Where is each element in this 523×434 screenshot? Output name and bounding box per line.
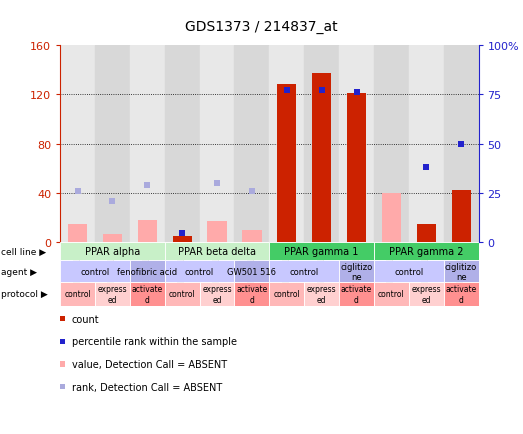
Bar [173,237,192,243]
Bar [269,282,304,306]
Text: activate
d: activate d [446,284,477,304]
Text: PPAR gamma 2: PPAR gamma 2 [389,247,463,257]
Bar [374,46,409,243]
Bar [304,46,339,243]
Bar [269,261,339,282]
Bar [242,230,262,243]
Bar [382,194,401,243]
Bar [234,282,269,306]
Bar [208,222,226,243]
Text: PPAR alpha: PPAR alpha [85,247,140,257]
Text: express
ed: express ed [307,284,336,304]
Bar [95,282,130,306]
Bar [130,46,165,243]
Bar [444,46,479,243]
Bar [234,261,269,282]
Text: activate
d: activate d [341,284,372,304]
Bar [165,261,234,282]
Bar [451,191,471,243]
Bar [234,46,269,243]
Bar [339,282,374,306]
Text: control: control [394,267,424,276]
Bar [312,74,331,243]
Text: express
ed: express ed [202,284,232,304]
Text: cell line ▶: cell line ▶ [1,247,46,256]
Text: control: control [185,267,214,276]
Bar [165,243,269,261]
Bar [95,46,130,243]
Text: agent ▶: agent ▶ [1,267,37,276]
Text: activate
d: activate d [236,284,268,304]
Bar [347,94,366,243]
Text: ciglitizo
ne: ciglitizo ne [445,262,477,281]
Bar [409,282,444,306]
Bar [269,243,374,261]
Bar [103,234,122,243]
Bar [60,46,95,243]
Bar [165,282,200,306]
Bar [60,282,95,306]
Bar [374,261,444,282]
Bar [444,261,479,282]
Bar [165,46,200,243]
Text: activate
d: activate d [132,284,163,304]
Text: fenofibric acid: fenofibric acid [117,267,177,276]
Bar [60,243,165,261]
Text: GW501 516: GW501 516 [228,267,277,276]
Bar [339,261,374,282]
Text: GDS1373 / 214837_at: GDS1373 / 214837_at [185,20,338,33]
Bar [200,282,234,306]
Text: control: control [378,289,405,299]
Bar [130,261,165,282]
Text: rank, Detection Call = ABSENT: rank, Detection Call = ABSENT [72,382,222,391]
Bar [277,85,297,243]
Text: control: control [64,289,91,299]
Bar [409,46,444,243]
Bar [138,220,157,243]
Text: protocol ▶: protocol ▶ [1,289,48,299]
Text: PPAR beta delta: PPAR beta delta [178,247,256,257]
Bar [339,46,374,243]
Bar [304,282,339,306]
Bar [269,46,304,243]
Bar [60,261,130,282]
Bar [68,224,87,243]
Bar [444,282,479,306]
Text: ciglitizo
ne: ciglitizo ne [340,262,372,281]
Bar [374,282,409,306]
Text: control: control [169,289,196,299]
Text: PPAR gamma 1: PPAR gamma 1 [285,247,359,257]
Text: control: control [274,289,300,299]
Text: percentile rank within the sample: percentile rank within the sample [72,337,236,346]
Text: count: count [72,314,99,324]
Bar [130,282,165,306]
Text: control: control [290,267,319,276]
Bar [374,243,479,261]
Bar [200,46,234,243]
Text: express
ed: express ed [98,284,127,304]
Text: control: control [81,267,110,276]
Text: express
ed: express ed [412,284,441,304]
Bar [417,224,436,243]
Text: value, Detection Call = ABSENT: value, Detection Call = ABSENT [72,359,227,369]
